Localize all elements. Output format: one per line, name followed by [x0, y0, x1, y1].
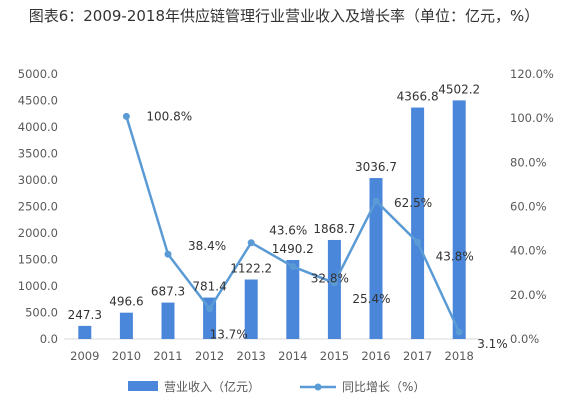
growth-point-2010: [122, 112, 130, 120]
y-right-tick-label: 0.0%: [510, 332, 539, 346]
bar-2017: [411, 107, 425, 339]
y-left-tick-label: 3000.0: [18, 173, 58, 187]
bar-value-label: 687.3: [151, 285, 185, 299]
y-left-tick-label: 4500.0: [18, 94, 58, 108]
growth-point-2013: [247, 239, 255, 247]
legend-line-label: 同比增长（%）: [342, 380, 425, 394]
bar-2010: [119, 312, 133, 339]
growth-point-2011: [164, 250, 172, 258]
growth-point-2015: [330, 279, 338, 287]
bar-value-label: 3036.7: [355, 160, 397, 174]
y-right-tick-label: 60.0%: [510, 200, 547, 214]
growth-value-label: 100.8%: [146, 109, 192, 123]
bar-value-label: 1490.2: [272, 242, 314, 256]
bar-2011: [161, 302, 175, 339]
growth-value-label: 25.4%: [352, 292, 390, 306]
legend-line-marker: [314, 383, 322, 391]
growth-point-2018: [455, 328, 463, 336]
bar-2015: [327, 239, 341, 339]
growth-value-label: 62.5%: [394, 196, 432, 210]
growth-value-label: 3.1%: [477, 337, 508, 351]
growth-point-2016: [372, 197, 380, 205]
y-right-tick-label: 120.0%: [510, 67, 554, 81]
y-left-tick-label: 2000.0: [18, 226, 58, 240]
plot-area: 0.0 500.0 1000.0 1500.0 2000.0 2500.0 3000.0 35…: [18, 67, 554, 363]
bar-2016: [369, 178, 383, 339]
bar-2013: [244, 279, 258, 339]
growth-value-label: 38.4%: [188, 239, 226, 253]
growth-value-label: 32.8%: [311, 272, 349, 286]
x-tick-label: 2016: [361, 349, 390, 363]
x-tick-label: 2015: [320, 349, 349, 363]
y-left-tick-label: 4000.0: [18, 120, 58, 134]
legend-bar-label: 营业收入（亿元）: [164, 379, 260, 394]
x-tick-label: 2017: [403, 349, 432, 363]
y-right-tick-label: 80.0%: [510, 155, 547, 169]
bar-2014: [286, 260, 300, 339]
y-right-tick-label: 40.0%: [510, 244, 547, 258]
x-tick-label: 2011: [153, 349, 182, 363]
x-tick-label: 2009: [70, 349, 99, 363]
y-left-tick-label: 5000.0: [18, 67, 58, 81]
x-tick-label: 2010: [112, 349, 141, 363]
y-right-tick-label: 20.0%: [510, 288, 547, 302]
x-tick-label: 2018: [445, 349, 474, 363]
x-tick-label: 2013: [237, 349, 266, 363]
bar-value-label: 1122.2: [230, 262, 272, 276]
y-right-tick-label: 100.0%: [510, 111, 554, 125]
growth-point-2012: [206, 305, 214, 313]
bar-2018: [452, 100, 466, 340]
y-left-tick-label: 500.0: [25, 306, 58, 320]
y-left-tick-label: 1000.0: [18, 279, 58, 293]
legend: 营业收入（亿元） 同比增长（%）: [128, 379, 425, 394]
bar-value-label: 496.6: [109, 295, 143, 309]
growth-value-label: 13.7%: [210, 328, 248, 342]
legend-bar-swatch: [128, 381, 158, 391]
y-left-tick-label: 3500.0: [18, 147, 58, 161]
bar-2009: [78, 325, 92, 339]
bar-value-label: 1868.7: [313, 222, 355, 236]
y-left-tick-label: 1500.0: [18, 253, 58, 267]
growth-value-label: 43.8%: [436, 249, 474, 263]
growth-value-label: 43.6%: [269, 224, 307, 238]
chart-title: 图表6：2009-2018年供应链管理行业营业收入及增长率（单位：亿元，%）: [28, 7, 540, 25]
growth-point-2014: [289, 263, 297, 271]
x-tick-label: 2014: [278, 349, 307, 363]
x-tick-label: 2012: [195, 349, 224, 363]
growth-point-2017: [414, 238, 422, 246]
y-left-tick-label: 2500.0: [18, 200, 58, 214]
bar-value-label: 4366.8: [397, 90, 439, 104]
bar-value-label: 247.3: [68, 308, 102, 322]
bar-value-label: 4502.2: [438, 82, 480, 96]
bar-value-label: 781.4: [192, 280, 226, 294]
y-left-tick-label: 0.0: [40, 332, 58, 346]
